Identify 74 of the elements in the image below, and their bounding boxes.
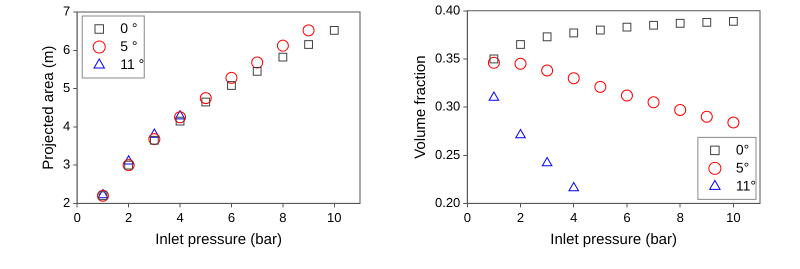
y-tick-label: 3 (62, 156, 70, 172)
point (727, 116, 740, 129)
point (541, 64, 554, 77)
y-axis-title: Projected area (m) (40, 46, 58, 170)
x-tick-label: 4 (176, 210, 184, 225)
x-tick-label: 0 (464, 210, 471, 225)
point (729, 17, 738, 26)
point (174, 110, 186, 120)
point (276, 40, 289, 52)
point (676, 18, 685, 28)
legend-label: 0 ° (120, 20, 138, 36)
y-axis-title: Volume fraction (412, 55, 430, 159)
y-tick-label: 4 (62, 118, 70, 134)
point (330, 26, 339, 35)
point (201, 98, 210, 106)
y-tick-label: 0.40 (434, 2, 460, 18)
point (674, 104, 686, 116)
point (123, 155, 134, 165)
point (542, 32, 552, 42)
x-tick-label: 0 (74, 210, 81, 225)
point (542, 156, 552, 166)
y-tick-label: 0.25 (434, 146, 460, 162)
point (648, 96, 660, 108)
point (251, 56, 264, 69)
legend-label: 5 ° (120, 38, 138, 54)
point (278, 52, 288, 62)
point (149, 128, 160, 138)
point (252, 66, 262, 76)
point (516, 40, 525, 49)
legend-label: 11 ° (120, 56, 144, 72)
point (200, 92, 212, 104)
x-tick-label: 2 (516, 210, 524, 225)
point (150, 136, 159, 145)
x-axis-title: Inlet pressure (bar) (550, 231, 678, 248)
point (225, 72, 238, 84)
y-tick-label: 2 (62, 194, 70, 210)
point (227, 81, 236, 90)
y-tick-label: 0.35 (434, 50, 460, 66)
point (148, 133, 160, 146)
x-tick-label: 6 (228, 210, 236, 225)
x-tick-label: 6 (623, 210, 631, 225)
x-tick-label: 8 (279, 210, 286, 225)
point (514, 58, 527, 70)
point (568, 182, 579, 192)
x-tick-label: 8 (676, 210, 684, 225)
x-axis-title: Inlet pressure (bar) (155, 231, 282, 248)
x-tick-label: 10 (327, 210, 342, 225)
y-tick-label: 0.20 (434, 194, 460, 210)
point (302, 24, 315, 36)
point (622, 22, 632, 32)
point (515, 129, 526, 138)
x-tick-label: 2 (125, 210, 132, 225)
legend-label: 5° (736, 159, 750, 176)
point (649, 20, 658, 30)
point (488, 56, 500, 69)
point (702, 18, 712, 27)
point (620, 90, 633, 102)
point (568, 72, 580, 84)
x-tick-label: 4 (570, 210, 578, 225)
point (594, 80, 606, 93)
point (569, 28, 578, 38)
y-tick-label: 0.30 (434, 98, 460, 114)
point (596, 26, 605, 34)
point (174, 111, 186, 124)
point (700, 110, 713, 123)
y-tick-label: 7 (62, 4, 70, 19)
x-tick-label: 10 (726, 210, 741, 225)
legend-label: 0° (736, 141, 750, 158)
point (488, 91, 500, 101)
point (98, 188, 108, 198)
y-tick-label: 6 (62, 42, 70, 57)
point (304, 40, 313, 49)
legend-label: 11° (736, 177, 756, 194)
y-tick-label: 5 (62, 80, 70, 96)
